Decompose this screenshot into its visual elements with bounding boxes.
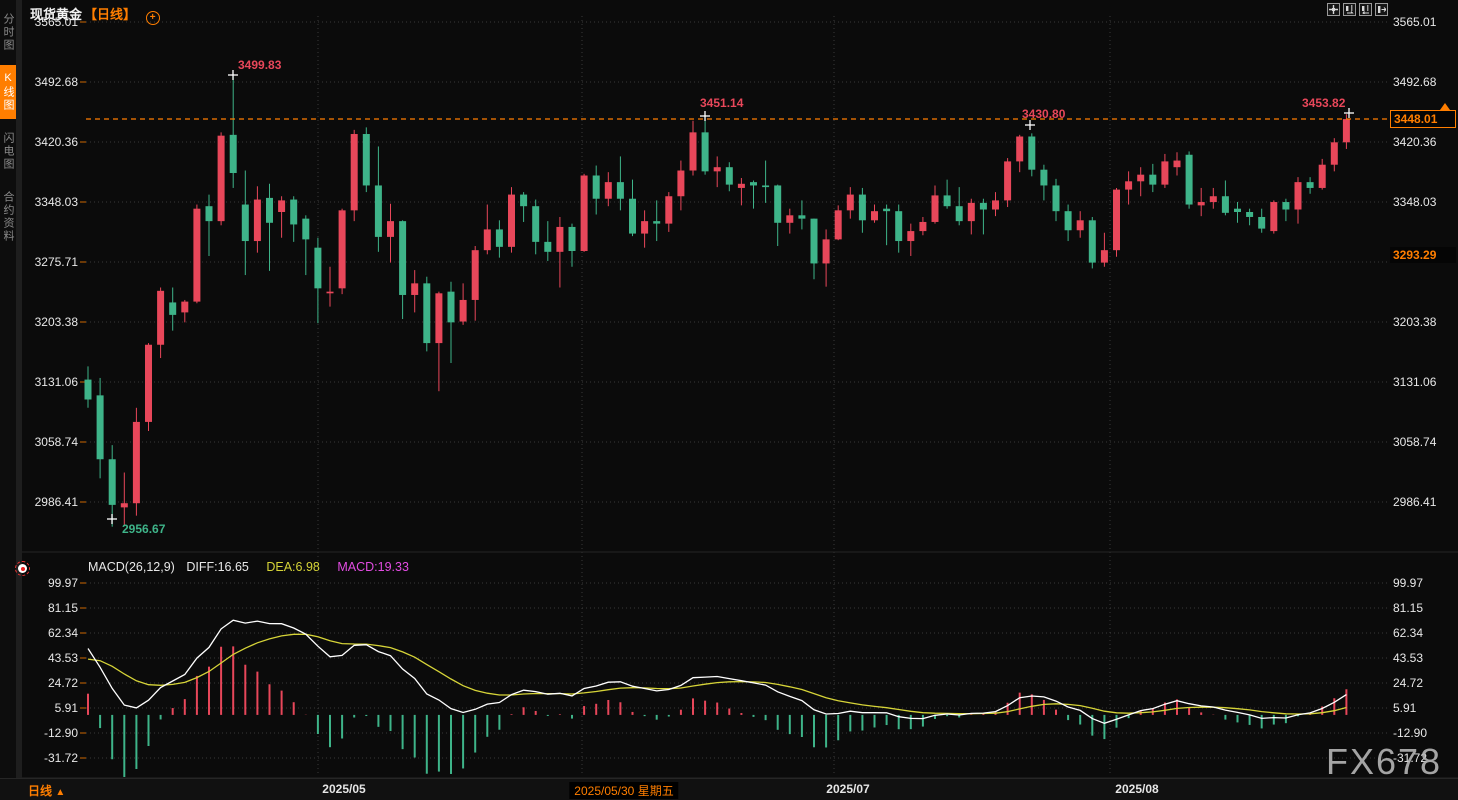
svg-text:43.53: 43.53 xyxy=(1393,651,1423,665)
time-axis-bar: 日线 ▲ 2025/05 2025/05/30 星期五 2025/07 2025/08 xyxy=(0,778,1458,800)
svg-text:3203.38: 3203.38 xyxy=(35,315,79,329)
secondary-price-badge: 3293.29 xyxy=(1390,247,1456,263)
svg-text:99.97: 99.97 xyxy=(1393,576,1423,590)
expand-icon[interactable]: + xyxy=(145,11,160,25)
sidebar: 分时图 K线图闪电图合约资料 xyxy=(0,0,16,800)
selected-date-label: 2025/05/30 星期五 xyxy=(569,782,679,799)
svg-text:81.15: 81.15 xyxy=(1393,601,1423,615)
svg-text:-12.90: -12.90 xyxy=(44,726,78,740)
sidebar-item-2[interactable]: K线图 xyxy=(0,65,16,119)
svg-text:3348.03: 3348.03 xyxy=(1393,195,1437,209)
date-tick-label: 2025/08 xyxy=(1115,782,1159,796)
svg-text:24.72: 24.72 xyxy=(1393,676,1423,690)
svg-text:-31.72: -31.72 xyxy=(1393,751,1427,765)
svg-text:2986.41: 2986.41 xyxy=(35,495,79,509)
scroll-right-candles-icon[interactable] xyxy=(1375,3,1388,16)
svg-text:3420.36: 3420.36 xyxy=(35,135,79,149)
macd-formula-label: MACD(26,12,9) xyxy=(88,560,175,574)
svg-text:3420.36: 3420.36 xyxy=(1393,135,1437,149)
svg-text:43.53: 43.53 xyxy=(48,651,78,665)
svg-text:99.97: 99.97 xyxy=(48,576,78,590)
sidebar-divider xyxy=(16,0,22,800)
macd-header: MACD(26,12,9) DIFF:16.65 DEA:6.98 MACD:1… xyxy=(88,560,409,574)
period-bracket: 【日线】 xyxy=(84,7,137,22)
svg-text:3430.80: 3430.80 xyxy=(1022,107,1066,121)
zoom-out-candles-icon[interactable] xyxy=(1359,3,1372,16)
svg-text:62.34: 62.34 xyxy=(48,626,78,640)
chart-toolbar xyxy=(1327,3,1388,16)
pan-tool-icon[interactable] xyxy=(1327,3,1340,16)
svg-text:-12.90: -12.90 xyxy=(1393,726,1427,740)
svg-text:3058.74: 3058.74 xyxy=(1393,435,1437,449)
svg-text:3492.68: 3492.68 xyxy=(35,75,79,89)
macd-macd-value: MACD:19.33 xyxy=(337,560,409,574)
current-price-badge: 3448.01 xyxy=(1390,110,1456,128)
svg-text:3275.71: 3275.71 xyxy=(35,255,79,269)
brand-watermark: FX678 xyxy=(1326,741,1443,782)
macd-dea-value: DEA:6.98 xyxy=(266,560,320,574)
svg-text:3131.06: 3131.06 xyxy=(1393,375,1437,389)
svg-text:5.91: 5.91 xyxy=(1393,701,1417,715)
svg-text:62.34: 62.34 xyxy=(1393,626,1423,640)
zoom-in-candles-icon[interactable] xyxy=(1343,3,1356,16)
svg-text:3499.83: 3499.83 xyxy=(238,58,282,72)
svg-text:2986.41: 2986.41 xyxy=(1393,495,1437,509)
sidebar-item-4[interactable]: 合约资料 xyxy=(2,191,14,243)
sidebar-item-1[interactable]: 分时图 xyxy=(2,13,14,52)
svg-text:24.72: 24.72 xyxy=(48,676,78,690)
period-selector-label: 日线 xyxy=(28,784,53,798)
live-indicator-icon xyxy=(15,561,30,576)
svg-text:3131.06: 3131.06 xyxy=(35,375,79,389)
svg-text:3565.01: 3565.01 xyxy=(35,15,79,29)
chevron-up-icon: ▲ xyxy=(55,787,66,798)
svg-text:3453.82: 3453.82 xyxy=(1302,96,1346,110)
svg-text:3565.01: 3565.01 xyxy=(1393,15,1437,29)
sidebar-item-3[interactable]: 闪电图 xyxy=(2,132,14,171)
date-tick-label: 2025/07 xyxy=(826,782,870,796)
titlebar: 现货黄金 【日线】 + xyxy=(30,4,160,25)
svg-text:81.15: 81.15 xyxy=(48,601,78,615)
svg-text:3203.38: 3203.38 xyxy=(1393,315,1437,329)
instrument-title: 现货黄金 xyxy=(30,7,83,22)
svg-text:5.91: 5.91 xyxy=(55,701,79,715)
macd-diff-value: DIFF:16.65 xyxy=(186,560,249,574)
svg-text:3348.03: 3348.03 xyxy=(35,195,79,209)
svg-text:3058.74: 3058.74 xyxy=(35,435,79,449)
svg-text:2956.67: 2956.67 xyxy=(122,522,166,536)
svg-text:-31.72: -31.72 xyxy=(44,751,78,765)
svg-text:3492.68: 3492.68 xyxy=(1393,75,1437,89)
period-selector[interactable]: 日线 ▲ xyxy=(28,782,65,799)
svg-text:3451.14: 3451.14 xyxy=(700,96,744,110)
date-tick-label: 2025/05 xyxy=(322,782,366,796)
